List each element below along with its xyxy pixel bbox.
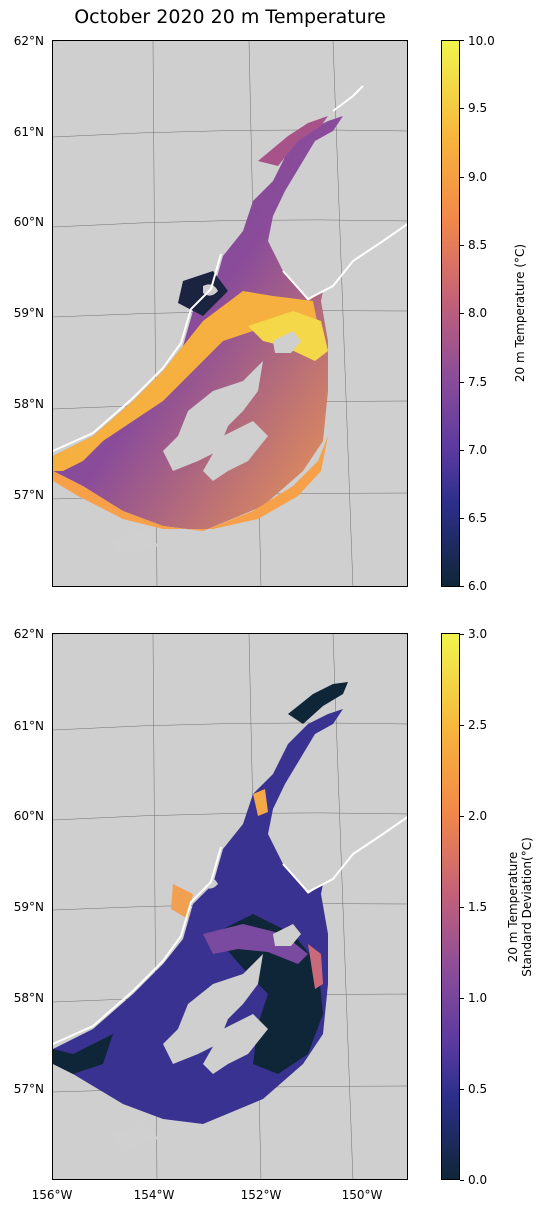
colorbar-tick: 2.5 xyxy=(468,718,488,732)
land-islands xyxy=(113,877,301,1146)
temperature-colorbar xyxy=(441,40,460,587)
std-deviation-field xyxy=(53,682,348,1124)
colorbar-tick: 6.0 xyxy=(468,579,488,593)
land-islands xyxy=(113,284,301,553)
lat-label: 61°N xyxy=(13,125,44,139)
std-deviation-colorbar xyxy=(441,633,460,1180)
lon-label: 150°W xyxy=(341,1188,383,1202)
lat-label: 59°N xyxy=(13,900,44,914)
lon-label: 156°W xyxy=(31,1188,73,1202)
colorbar-tick: 2.0 xyxy=(468,809,488,823)
temperature-map xyxy=(52,40,408,587)
colorbar-tick: 9.5 xyxy=(468,101,488,115)
lat-label: 57°N xyxy=(13,488,44,502)
colorbar-tick: 1.0 xyxy=(468,991,488,1005)
std-deviation-map xyxy=(52,633,408,1180)
lon-label: 152°W xyxy=(240,1188,282,1202)
temperature-field xyxy=(53,116,343,531)
lon-label: 154°W xyxy=(133,1188,175,1202)
colorbar-tick: 0.0 xyxy=(468,1173,488,1187)
colorbar-label-line1: 20 m Temperature xyxy=(506,851,520,963)
colorbar-tick: 6.5 xyxy=(468,511,488,525)
lat-label: 62°N xyxy=(13,34,44,48)
lat-label: 58°N xyxy=(13,991,44,1005)
colorbar-tick: 8.5 xyxy=(468,238,488,252)
colorbar-tick: 9.0 xyxy=(468,170,488,184)
colorbar-label: 20 m Temperature Standard Deviation(°C) xyxy=(506,817,534,997)
colorbar-tick: 3.0 xyxy=(468,627,488,641)
lat-label: 59°N xyxy=(13,306,44,320)
lat-label: 58°N xyxy=(13,397,44,411)
colorbar-tick: 10.0 xyxy=(468,34,495,48)
lat-label: 61°N xyxy=(13,719,44,733)
figure-title: October 2020 20 m Temperature xyxy=(74,6,386,28)
colorbar-tick: 0.5 xyxy=(468,1082,488,1096)
coastline xyxy=(53,85,407,452)
lat-label: 57°N xyxy=(13,1082,44,1096)
colorbar-tick: 8.0 xyxy=(468,306,488,320)
lat-label: 60°N xyxy=(13,809,44,823)
lat-label: 60°N xyxy=(13,215,44,229)
colorbar-tick: 1.5 xyxy=(468,900,488,914)
colorbar-label-line2: Standard Deviation(°C) xyxy=(520,837,534,977)
lat-label: 62°N xyxy=(13,627,44,641)
colorbar-label: 20 m Temperature (°C) xyxy=(513,243,527,383)
colorbar-tick: 7.5 xyxy=(468,375,488,389)
coastline xyxy=(53,816,407,1045)
colorbar-tick: 7.0 xyxy=(468,443,488,457)
